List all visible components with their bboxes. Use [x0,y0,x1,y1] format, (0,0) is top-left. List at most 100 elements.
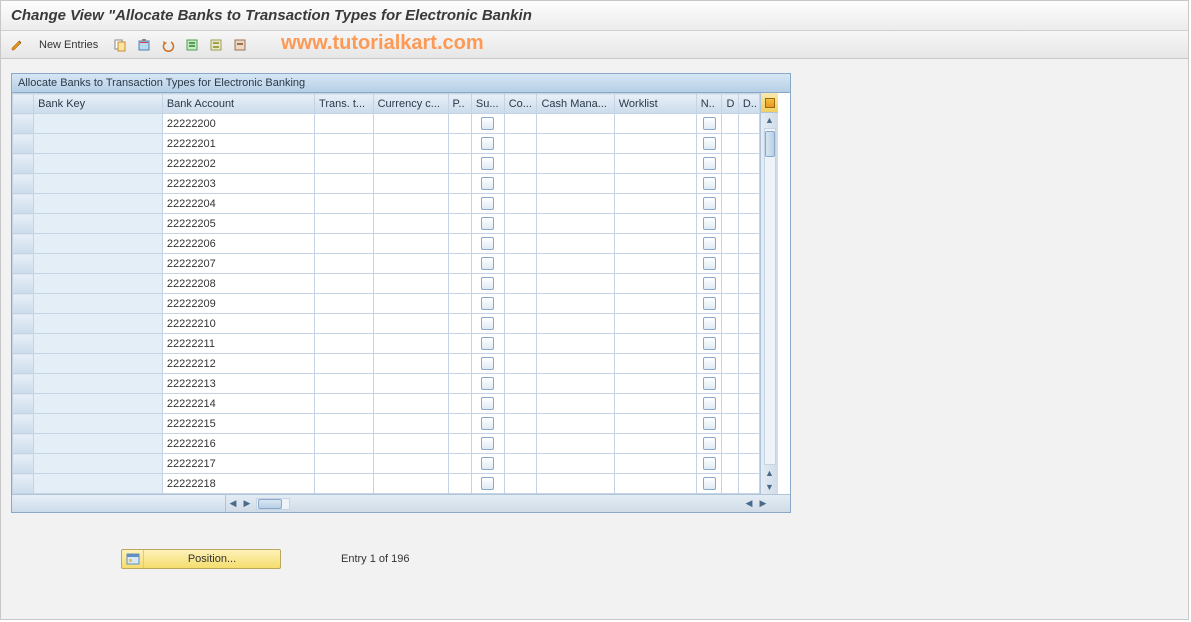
cell[interactable] [614,454,696,474]
cell[interactable] [696,294,722,314]
deselect-all-icon[interactable] [230,35,250,55]
cell[interactable] [738,114,759,134]
cell[interactable] [315,274,374,294]
scroll-left-icon[interactable]: ◀ [226,497,240,511]
cell[interactable] [448,334,471,354]
table-row[interactable]: 22222212 [13,354,760,374]
table-row[interactable]: 22222204 [13,194,760,214]
cell[interactable] [34,194,163,214]
cell[interactable] [373,214,448,234]
cell[interactable]: 22222207 [162,254,314,274]
checkbox[interactable] [703,217,716,230]
table-row[interactable]: 22222207 [13,254,760,274]
cell[interactable] [315,194,374,214]
cell[interactable] [614,334,696,354]
cell[interactable] [614,394,696,414]
table-row[interactable]: 22222218 [13,474,760,494]
column-header[interactable]: N.. [696,94,722,114]
cell[interactable] [722,174,738,194]
cell[interactable] [504,454,537,474]
cell[interactable] [537,194,614,214]
cell[interactable]: 22222204 [162,194,314,214]
cell[interactable]: 22222210 [162,314,314,334]
cell[interactable] [738,334,759,354]
column-header[interactable]: Worklist [614,94,696,114]
cell[interactable] [504,474,537,494]
row-selector[interactable] [13,114,34,134]
cell[interactable] [738,394,759,414]
cell[interactable] [504,214,537,234]
cell[interactable] [373,234,448,254]
scroll-down-icon-2[interactable]: ▼ [763,480,777,494]
cell[interactable] [738,354,759,374]
cell[interactable] [315,334,374,354]
cell[interactable] [471,194,504,214]
checkbox[interactable] [703,137,716,150]
cell[interactable] [696,434,722,454]
checkbox[interactable] [481,377,494,390]
cell[interactable] [504,134,537,154]
cell[interactable] [504,114,537,134]
cell[interactable]: 22222208 [162,274,314,294]
cell[interactable] [696,254,722,274]
cell[interactable] [722,314,738,334]
cell[interactable] [696,154,722,174]
cell[interactable]: 22222201 [162,134,314,154]
column-header[interactable]: Cash Mana... [537,94,614,114]
cell[interactable] [614,274,696,294]
cell[interactable] [738,174,759,194]
cell[interactable] [315,414,374,434]
cell[interactable] [34,134,163,154]
cell[interactable] [373,294,448,314]
cell[interactable] [537,274,614,294]
cell[interactable] [738,154,759,174]
vertical-scrollbar[interactable]: ▲ ▲ ▼ [760,93,778,494]
cell[interactable] [614,114,696,134]
cell[interactable] [504,254,537,274]
copy-as-icon[interactable] [110,35,130,55]
row-selector[interactable] [13,134,34,154]
cell[interactable]: 22222209 [162,294,314,314]
table-row[interactable]: 22222215 [13,414,760,434]
cell[interactable] [315,254,374,274]
cell[interactable] [448,234,471,254]
cell[interactable] [448,214,471,234]
cell[interactable]: 22222216 [162,434,314,454]
cell[interactable] [614,314,696,334]
undo-icon[interactable] [158,35,178,55]
new-entries-button[interactable]: New Entries [31,37,106,53]
cell[interactable] [471,334,504,354]
cell[interactable] [738,254,759,274]
cell[interactable] [504,334,537,354]
cell[interactable]: 22222218 [162,474,314,494]
configure-columns-icon[interactable] [761,93,778,113]
row-selector-header[interactable] [13,94,34,114]
cell[interactable] [373,194,448,214]
cell[interactable] [34,114,163,134]
cell[interactable] [696,114,722,134]
checkbox[interactable] [481,457,494,470]
cell[interactable] [722,154,738,174]
checkbox[interactable] [703,337,716,350]
cell[interactable] [315,374,374,394]
checkbox[interactable] [481,357,494,370]
row-selector[interactable] [13,294,34,314]
cell[interactable] [315,154,374,174]
cell[interactable] [34,354,163,374]
row-selector[interactable] [13,354,34,374]
cell[interactable]: 22222202 [162,154,314,174]
cell[interactable] [537,414,614,434]
cell[interactable]: 22222212 [162,354,314,374]
table-row[interactable]: 22222200 [13,114,760,134]
cell[interactable]: 22222206 [162,234,314,254]
cell[interactable] [537,234,614,254]
cell[interactable] [34,374,163,394]
cell[interactable] [315,234,374,254]
checkbox[interactable] [703,117,716,130]
cell[interactable] [504,234,537,254]
cell[interactable] [722,134,738,154]
cell[interactable] [448,114,471,134]
checkbox[interactable] [703,277,716,290]
cell[interactable] [471,254,504,274]
cell[interactable] [34,474,163,494]
